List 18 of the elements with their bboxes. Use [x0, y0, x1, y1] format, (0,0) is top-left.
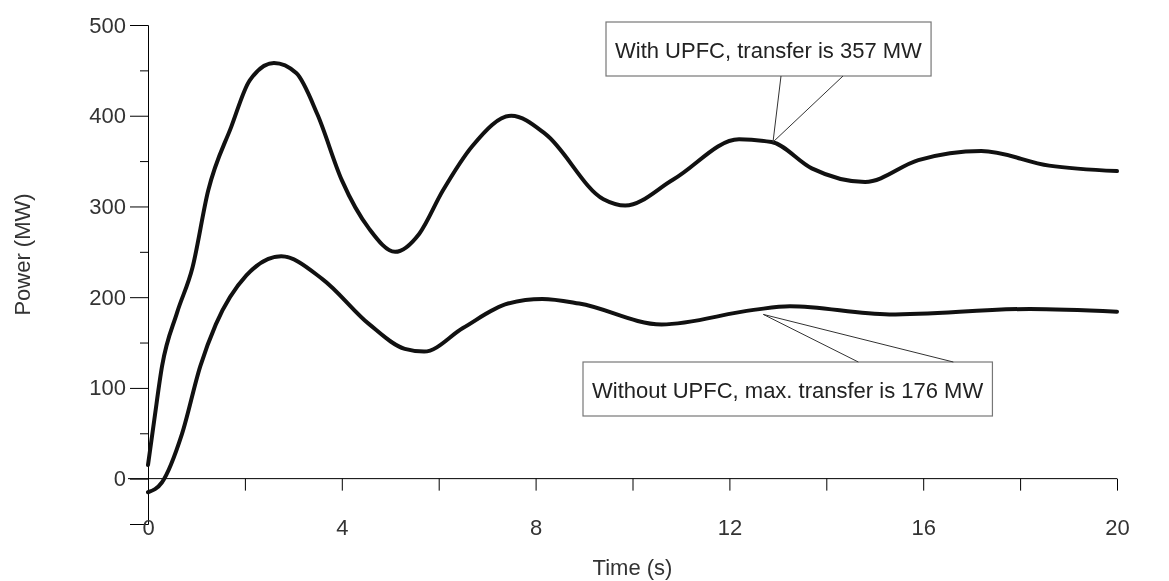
y-tick-label: 100	[89, 375, 126, 401]
x-tick-label: 4	[336, 515, 349, 541]
y-axis-title: Power (MW)	[10, 193, 35, 316]
y-tick-label: 200	[89, 284, 126, 310]
x-tick-label: 20	[1105, 515, 1130, 541]
x-tick-label: 12	[717, 515, 743, 541]
line-series	[146, 61, 1119, 468]
y-tick-label: 0	[113, 466, 126, 492]
x-tick-label: 16	[911, 515, 936, 541]
annotation: Without UPFC, max. transfer is 176 MW	[592, 378, 984, 403]
y-tick-label: 400	[89, 103, 126, 129]
line-series	[146, 254, 1119, 495]
x-axis-title: Time (s)	[592, 555, 673, 580]
y-tick-label: 300	[89, 193, 126, 219]
y-tick-label: 500	[89, 12, 126, 38]
x-tick-label: 8	[529, 515, 543, 541]
x-tick-label: 0	[142, 515, 155, 541]
annotation: With UPFC, transfer is 357 MW	[615, 38, 923, 63]
